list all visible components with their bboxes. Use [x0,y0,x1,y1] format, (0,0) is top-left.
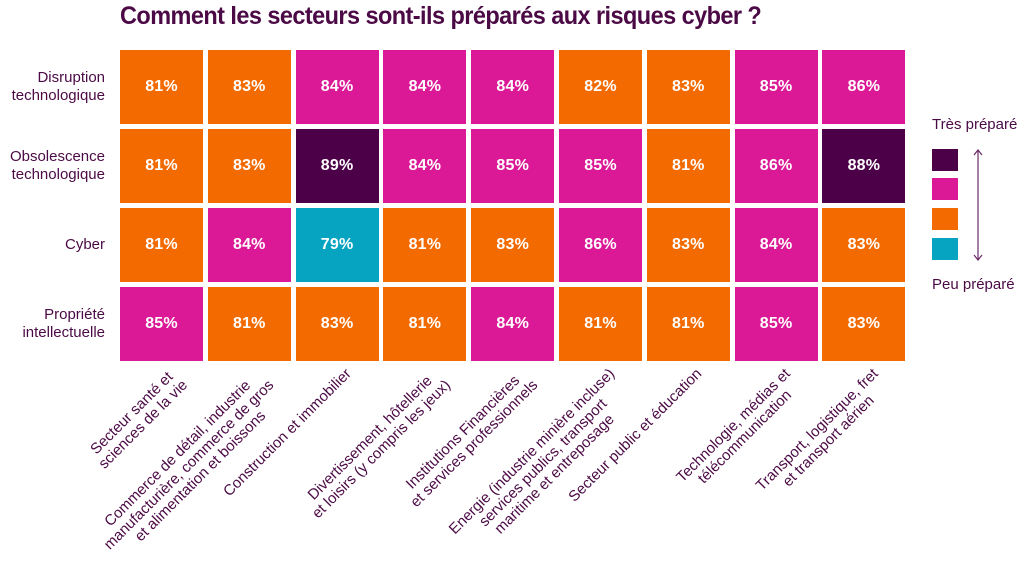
cell-value-label: 81% [145,78,178,95]
heatmap-cell: 84% [383,50,467,124]
cell-value-label: 83% [671,78,705,95]
cell-value-label: 86% [584,236,617,253]
heatmap-cell: 79% [295,208,379,282]
heatmap-cell: 84% [471,287,555,361]
cell-value-label: 84% [759,236,793,253]
heatmap-cell: 83% [207,50,291,124]
row-label-line: Propriété [44,306,105,323]
heatmap-cell: 89% [295,129,379,203]
heatmap-cell: 86% [734,129,818,203]
heatmap-cell: 83% [822,208,906,282]
heatmap-cell: 85% [734,287,818,361]
heatmap-cell: 85% [471,129,555,203]
cell-value-label: 85% [496,157,529,174]
row-label-line: Obsolescence [9,148,105,165]
double-vertical-arrow-icon [973,149,983,261]
cell-value-label: 85% [145,315,178,332]
heatmap-cell: 83% [207,129,291,203]
row-label-line: technologique [11,166,105,183]
heatmap-cell: 83% [295,287,379,361]
heatmap-cell: 81% [383,208,467,282]
heatmap-cell: 81% [120,50,203,124]
row-label-line: Cyber [64,236,105,253]
legend-swatch-moderately-prepared [932,208,958,230]
heatmap-cell: 81% [383,287,467,361]
cell-value-label: 81% [232,315,266,332]
cell-value-label: 85% [584,157,617,174]
heatmap-cell: 81% [559,287,642,361]
legend-bottom-label: Peu préparé [932,276,1015,293]
heatmap-cell: 83% [822,287,906,361]
cell-value-label: 84% [320,78,354,95]
cell-value-label: 84% [496,315,529,332]
legend-top-label: Très préparé [932,116,1018,133]
legend-swatch-prepared [932,178,958,200]
heatmap-cell: 81% [646,287,730,361]
row-label-line: technologique [11,87,105,104]
heatmap-cell: 81% [646,129,730,203]
cell-value-label: 83% [496,236,529,253]
heatmap-cell: 81% [120,208,203,282]
cell-value-label: 85% [759,315,793,332]
cell-value-label: 81% [145,157,178,174]
heatmap-cell: 84% [471,50,555,124]
row-label: Disruption technologique [0,50,105,124]
heatmap-cell: 81% [207,287,291,361]
cell-value-label: 84% [496,78,529,95]
cell-value-label: 86% [759,157,793,174]
cell-value-label: 89% [320,157,354,174]
row-label: Cyber [0,208,105,282]
cell-value-label: 79% [320,236,354,253]
heatmap-cell: 84% [734,208,818,282]
heatmap-cell: 82% [559,50,642,124]
heatmap-cell: 88% [822,129,906,203]
cell-value-label: 83% [232,157,266,174]
heatmap-cell: 84% [207,208,291,282]
heatmap-cell: 86% [559,208,642,282]
cell-value-label: 83% [671,236,705,253]
heatmap-cell: 84% [295,50,379,124]
cell-value-label: 83% [847,315,881,332]
cell-value-label: 88% [847,157,881,174]
cell-value-label: 81% [584,315,617,332]
row-label-line: intellectuelle [22,324,105,341]
heatmap-cell: 86% [822,50,906,124]
cell-value-label: 81% [671,315,705,332]
cell-value-label: 85% [759,78,793,95]
heatmap-cell: 83% [646,208,730,282]
cell-value-label: 81% [145,236,178,253]
cell-value-label: 83% [847,236,881,253]
row-label: Obsolescence technologique [0,129,105,203]
cell-value-label: 81% [671,157,705,174]
chart-title: Comment les secteurs sont-ils préparés a… [120,2,762,30]
heatmap-cell: 84% [383,129,467,203]
legend-swatch-very-prepared [932,149,958,171]
row-label: Propriété intellectuelle [0,287,105,361]
heatmap-cell: 81% [120,129,203,203]
heatmap-cell: 85% [734,50,818,124]
cell-value-label: 81% [408,236,442,253]
heatmap-cell: 85% [120,287,203,361]
cell-value-label: 83% [320,315,354,332]
cell-value-label: 84% [408,78,442,95]
cell-value-label: 81% [408,315,442,332]
heatmap-cell: 83% [646,50,730,124]
heatmap-cell: 85% [559,129,642,203]
cell-value-label: 83% [232,78,266,95]
cell-value-label: 82% [584,78,617,95]
cell-value-label: 84% [408,157,442,174]
cell-value-label: 84% [232,236,266,253]
legend-swatch-little-prepared [932,238,958,260]
heatmap-cell: 83% [471,208,555,282]
cell-value-label: 86% [847,78,881,95]
row-label-line: Disruption [37,69,105,86]
